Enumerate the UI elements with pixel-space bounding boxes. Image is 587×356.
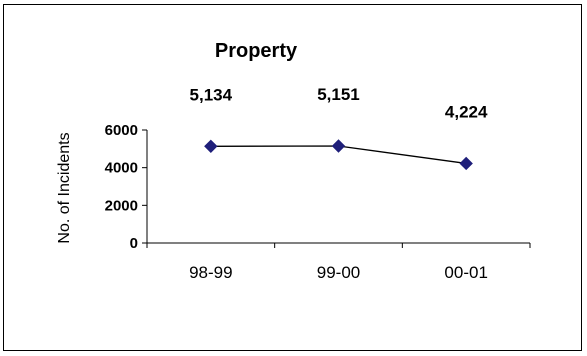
y-axis-label: No. of Incidents: [56, 132, 73, 243]
data-point: [331, 139, 346, 153]
chart-frame: [3, 4, 582, 351]
x-ticks: 98-99 99-00 00-01: [146, 243, 531, 282]
series: [204, 139, 473, 171]
data-point: [459, 156, 473, 171]
chart-title: Property: [215, 40, 298, 62]
data-label: 4,224: [445, 102, 488, 121]
axes: [146, 130, 530, 244]
data-labels: 5,134 5,151 4,224: [190, 85, 488, 121]
y-tick-label: 6000: [105, 122, 138, 139]
data-label: 5,151: [317, 85, 360, 104]
data-label: 5,134: [190, 85, 233, 104]
y-tick-label: 2000: [105, 197, 138, 214]
y-tick-label: 4000: [105, 160, 138, 177]
x-tick-label: 99-00: [317, 263, 360, 282]
x-tick-label: 98-99: [189, 263, 232, 282]
data-point: [204, 139, 218, 154]
y-tick-label: 0: [130, 235, 138, 252]
x-tick-label: 00-01: [444, 263, 487, 282]
y-ticks: 0 2000 4000 6000: [105, 122, 147, 252]
